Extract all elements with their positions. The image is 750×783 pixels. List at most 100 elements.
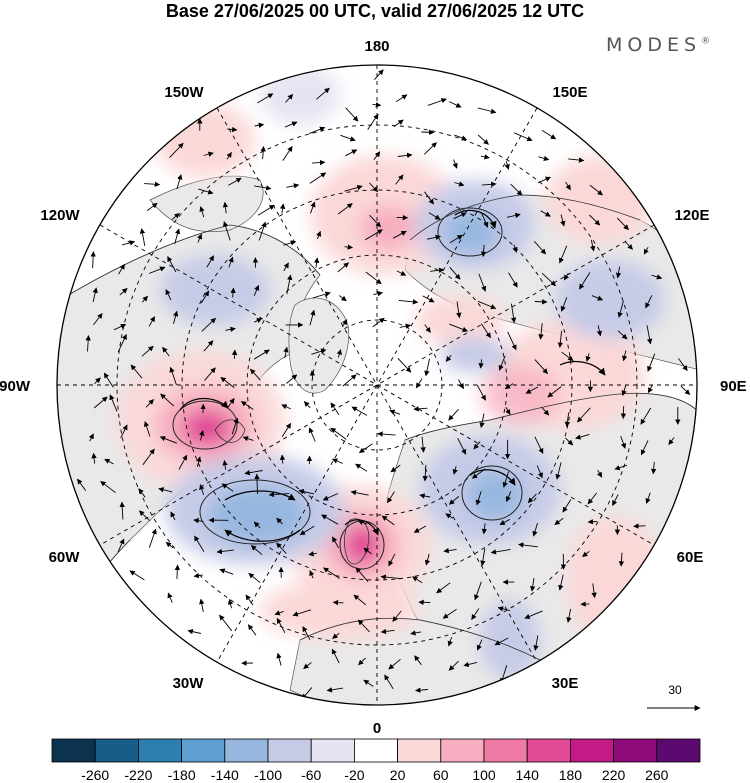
wind-vector-arrow [372, 317, 385, 328]
colorbar-tick-label: 180 [559, 767, 583, 783]
wind-vector-arrow [130, 364, 143, 379]
wind-vector-arrow [199, 598, 205, 612]
wind-vector-arrow [120, 424, 128, 439]
wind-vector-arrow [310, 201, 316, 214]
colorbar-swatch [397, 738, 442, 763]
wind-vector-arrow [541, 406, 550, 416]
wind-vector-arrow [424, 191, 434, 205]
wind-vector-arrow [250, 368, 261, 381]
wind-vector-arrow [558, 245, 568, 264]
wind-vector-arrow [253, 521, 261, 529]
wind-vector-arrow [508, 272, 518, 288]
wind-vector-arrow [530, 577, 536, 592]
wind-vector-arrow [332, 632, 340, 639]
wind-vector-arrow [397, 152, 413, 159]
wind-vector-arrow [309, 172, 327, 184]
wind-vector-arrow [384, 674, 394, 690]
wind-vector-arrow [587, 519, 597, 525]
wind-vector-arrow [585, 353, 591, 362]
wind-vector-arrow [199, 206, 205, 218]
wind-vector-arrow [560, 214, 566, 227]
wind-vector-arrow [285, 94, 294, 103]
wind-vector-arrow [555, 462, 562, 480]
wind-vector-arrow [534, 359, 548, 374]
anomaly-labrador-core [208, 485, 308, 545]
anomaly-central-asia [555, 260, 665, 340]
wind-vector-arrow [227, 398, 235, 409]
wind-vector-arrow [510, 303, 517, 324]
wind-vector-arrow [330, 427, 347, 440]
colorbar-swatch [656, 738, 701, 763]
wind-vector-arrow [216, 548, 234, 555]
wind-vector-arrow [582, 551, 590, 558]
wind-vector-arrow [369, 214, 381, 228]
brand-registered-mark: ® [701, 36, 711, 47]
wind-vector-arrow [253, 349, 270, 360]
wind-vector-arrow [480, 212, 489, 228]
colorbar-swatch [137, 738, 182, 763]
wind-vector-arrow [283, 346, 289, 358]
wind-vector-arrow [109, 394, 118, 412]
wind-vector-arrow [283, 240, 297, 246]
lon-label-30e: 30E [552, 675, 579, 692]
wind-reference: 30 [647, 683, 701, 711]
lon-label-60w: 60W [49, 549, 81, 566]
wind-vector-arrow [541, 272, 556, 287]
anomaly-gulf-of-alaska [155, 102, 255, 178]
wind-vector-arrow [558, 574, 564, 591]
wind-vector-arrow [148, 528, 157, 548]
wind-vector-arrow [222, 201, 229, 214]
wind-vector-arrow [129, 570, 145, 581]
wind-vector-arrow [247, 624, 257, 636]
wind-vector-arrow [169, 142, 184, 159]
streamline-labrador [224, 490, 296, 501]
wind-vector-arrow [332, 599, 344, 606]
colorbar: -260 -220 -180 -140 -100 -60 -20 20 60 100 140 180 2… [51, 738, 701, 783]
wind-vector-arrow [372, 102, 382, 108]
colorbar-swatch [51, 738, 96, 763]
wind-vector-arrow [427, 98, 447, 106]
wind-vector-arrow [316, 87, 330, 100]
wind-vector-arrow [534, 299, 548, 305]
colorbar-tick-label: 140 [516, 767, 540, 783]
wind-vector-arrow [93, 313, 103, 326]
wind-vector-arrow [311, 348, 327, 355]
wind-vector-arrow [452, 159, 458, 169]
wind-vector-arrow [138, 488, 146, 498]
map-disk [57, 65, 697, 705]
wind-vector-arrow [497, 606, 511, 612]
wind-vector-arrow [481, 323, 491, 339]
wind-vector-arrow [187, 629, 201, 635]
wind-vector-arrow [477, 134, 489, 145]
wind-vector-arrow [113, 323, 127, 331]
wind-vector-arrow [453, 212, 467, 220]
anomaly-siberia-core [480, 365, 560, 425]
wind-vector-arrow [541, 129, 557, 140]
wind-vector-arrow [174, 228, 181, 245]
colorbar-swatch [526, 738, 571, 763]
colorbar-tick-label: -20 [344, 767, 364, 783]
wind-vector-arrow [165, 541, 174, 549]
wind-vector-arrow [518, 542, 538, 548]
wind-vector-arrow [445, 354, 452, 362]
wind-vector-arrow [200, 290, 210, 304]
wind-vector-arrow [448, 408, 459, 421]
wind-vector-arrow [257, 204, 275, 216]
wind-vector-arrow [615, 266, 622, 279]
wind-vector-arrow [505, 491, 512, 502]
wind-vector-arrow [381, 515, 395, 526]
wind-vector-arrow [323, 567, 340, 579]
wind-vector-arrow [479, 413, 485, 429]
wind-vector-arrow [377, 431, 396, 437]
wind-vector-arrow [591, 295, 604, 301]
wind-vector-arrow [77, 478, 87, 491]
wind-vector-arrow [355, 463, 368, 472]
wind-vector-arrow [477, 300, 497, 310]
wind-vector-arrow [424, 358, 430, 377]
wind-vector-arrow [420, 436, 426, 453]
wind-vector-arrow [176, 174, 183, 190]
wind-vector-arrow [358, 443, 373, 454]
wind-vector-arrow [204, 367, 216, 381]
lon-label-150e: 150E [552, 84, 587, 101]
wind-vector-arrow [618, 552, 625, 567]
